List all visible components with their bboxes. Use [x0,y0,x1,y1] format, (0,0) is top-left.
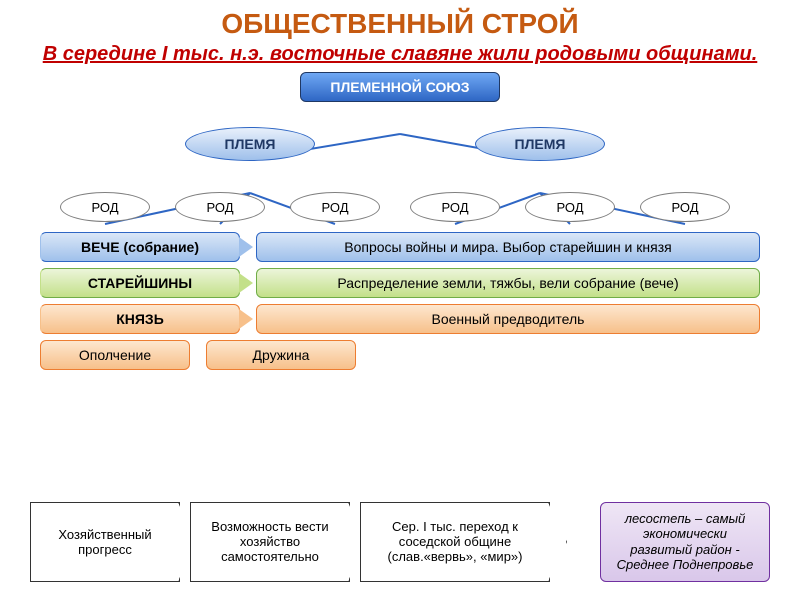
small-box: Ополчение [40,340,190,370]
hierarchy-tree: ПЛЕМЕННОЙ СОЮЗ ПЛЕМЯ ПЛЕМЯ РОД РОД РОД РОД РО… [0,72,800,232]
tree-leaf-node: РОД [290,192,380,222]
small-box: Дружина [206,340,356,370]
tree-top-label: ПЛЕМЕННОЙ СОЮЗ [330,79,469,95]
tree-top-node: ПЛЕМЕННОЙ СОЮЗ [300,72,500,102]
bar-desc: Распределение земли, тяжбы, вели собрани… [256,268,760,298]
tree-leaf-node: РОД [175,192,265,222]
page-title: ОБЩЕСТВЕННЫЙ СТРОЙ [0,0,800,40]
bar-desc: Военный предводитель [256,304,760,334]
bar-desc: Вопросы войны и мира. Выбор старейшин и … [256,232,760,262]
progress-arrow: Возможность вести хозяйство самостоятель… [190,502,350,582]
governance-bars: ВЕЧЕ (собрание) Вопросы войны и мира. Выб… [0,232,800,334]
progress-arrow: Хозяйственный прогресс [30,502,180,582]
bar-label: СТАРЕЙШИНЫ [40,268,240,298]
progress-arrow: Сер. I тыс. переход к соседской общине (… [360,502,550,582]
tree-mid-node: ПЛЕМЯ [475,127,605,161]
bottom-row: Хозяйственный прогрессВозможность вести … [0,502,800,582]
tree-leaf-node: РОД [525,192,615,222]
tree-leaf-node: РОД [640,192,730,222]
aside-text: лесостепь – самый экономически развитый … [617,511,754,573]
subtitle: В середине I тыс. н.э. восточные славяне… [0,40,800,72]
tree-leaf-node: РОД [60,192,150,222]
military-boxes: Ополчение Дружина [0,340,800,370]
bar-label: КНЯЗЬ [40,304,240,334]
bar-label: ВЕЧЕ (собрание) [40,232,240,262]
aside-note: лесостепь – самый экономически развитый … [600,502,770,582]
tree-mid-node: ПЛЕМЯ [185,127,315,161]
tree-leaf-node: РОД [410,192,500,222]
